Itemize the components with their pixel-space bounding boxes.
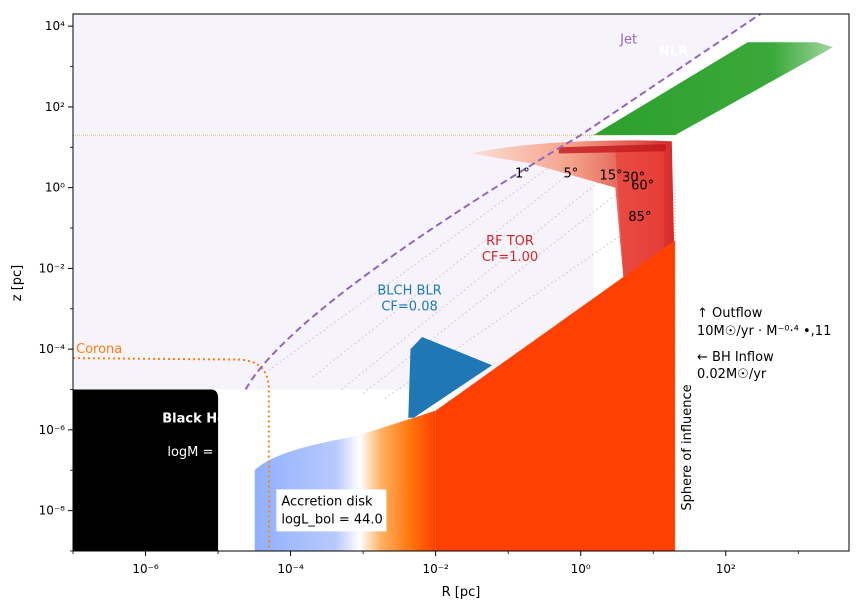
- x-axis-label: R [pc]: [442, 585, 481, 600]
- y-tick-label-2: 10⁻⁴: [39, 342, 66, 356]
- outflow-label: ↑ Outflow: [697, 306, 763, 321]
- sightline-2: [340, 167, 616, 390]
- torus-rim: [558, 144, 666, 154]
- x-tick-label-4: 10²: [716, 562, 736, 576]
- angle-label-1: 5°: [563, 166, 578, 181]
- angle-label-2: 15°: [600, 168, 623, 183]
- corona-label: Corona: [76, 342, 122, 357]
- jet-label: Jet: [619, 32, 637, 47]
- angle-label-5: 85°: [628, 210, 651, 225]
- angle-label-3: 30°: [622, 171, 645, 186]
- x-tick-label-1: 10⁻⁴: [277, 562, 304, 576]
- sightline-1: [312, 146, 603, 378]
- torus-cf-label: CF=1.00: [482, 250, 538, 265]
- x-tick-label-2: 10⁻²: [422, 562, 449, 576]
- jet-line: [244, 14, 761, 390]
- y-tick-label-6: 10⁴: [45, 19, 65, 33]
- y-tick-label-5: 10²: [45, 100, 65, 114]
- sightline-0: [268, 134, 594, 371]
- y-tick-label-0: 10⁻⁸: [39, 504, 66, 518]
- x-tick-label-3: 10⁰: [571, 562, 591, 576]
- blr-region: [408, 337, 493, 418]
- x-tick-label-0: 10⁻⁶: [132, 562, 159, 576]
- nlr-label: NLR: [659, 44, 688, 59]
- y-tick-label-4: 10⁰: [45, 181, 65, 195]
- black-hole-label: Black Hole: [162, 412, 239, 427]
- blr-cf-label: CF=0.08: [381, 300, 437, 315]
- blr-label: BLCH BLR: [377, 284, 441, 299]
- angle-label-4: 60°: [631, 178, 654, 193]
- black-hole-mass-label: logM = 8.0: [167, 445, 238, 460]
- sphere-of-influence-label: Sphere of influence: [680, 384, 695, 510]
- torus-label: RF TOR: [486, 234, 534, 249]
- outflow-value: 10M☉/yr · M⁻⁰·⁴ •,11: [697, 324, 831, 339]
- y-axis-label: z [pc]: [10, 265, 25, 302]
- y-tick-label-1: 10⁻⁶: [39, 423, 66, 437]
- lavender-region-upper: [73, 14, 761, 128]
- sightline-3: [362, 187, 625, 394]
- inflow-value: 0.02M☉/yr: [697, 367, 767, 382]
- torus-core: [615, 151, 664, 290]
- plot-frame: [72, 13, 850, 552]
- inflow-label: ← BH Inflow: [697, 350, 774, 365]
- black-hole-region: [73, 389, 219, 551]
- accretion-disk-label: Accretion disk: [281, 494, 373, 509]
- accretion-disk-label-box: [276, 489, 387, 532]
- nlr-region: [593, 42, 833, 136]
- lavender-region: [73, 128, 594, 390]
- accretion-disk-luminosity-label: logL_bol = 44.0: [281, 512, 382, 527]
- outer-disk-region: [435, 240, 676, 551]
- angle-label-0: 1°: [515, 166, 530, 181]
- y-tick-label-3: 10⁻²: [39, 261, 66, 275]
